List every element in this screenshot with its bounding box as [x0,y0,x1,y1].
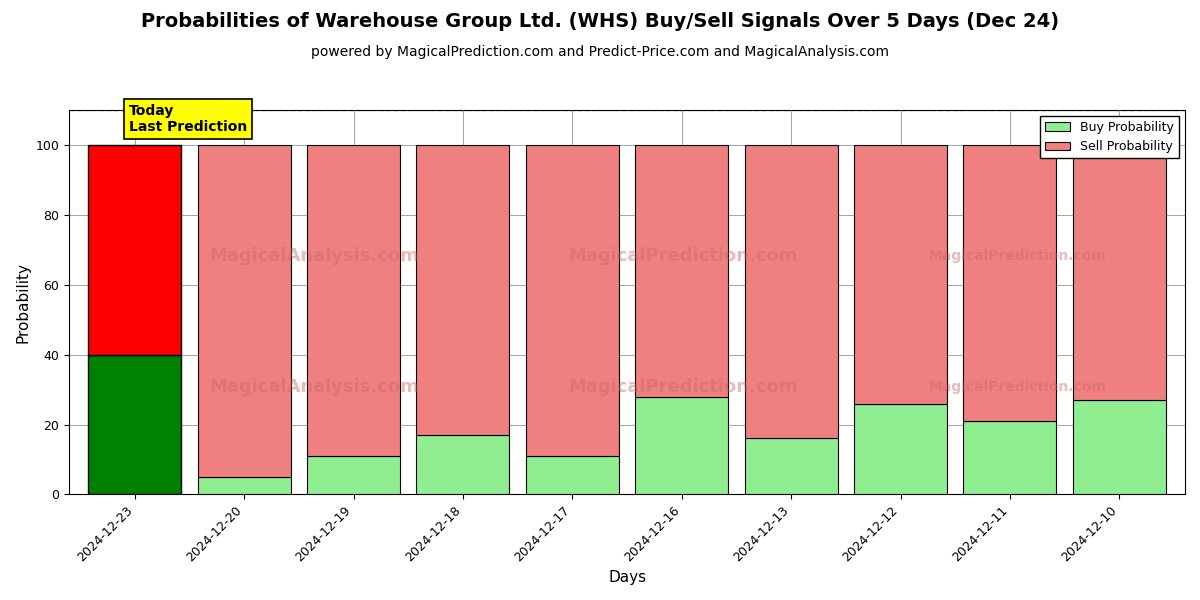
Bar [964,421,1056,494]
Bar [635,145,728,397]
Bar [89,355,181,494]
Bar [416,145,510,435]
Bar [854,404,947,494]
Bar [416,435,510,494]
Y-axis label: Probability: Probability [16,262,30,343]
Text: MagicalPrediction.com: MagicalPrediction.com [929,249,1106,263]
Text: Probabilities of Warehouse Group Ltd. (WHS) Buy/Sell Signals Over 5 Days (Dec 24: Probabilities of Warehouse Group Ltd. (W… [140,12,1060,31]
Bar [635,397,728,494]
Text: MagicalAnalysis.com: MagicalAnalysis.com [210,378,420,396]
Text: Today
Last Prediction: Today Last Prediction [130,104,247,134]
Bar [307,145,400,456]
Text: MagicalPrediction.com: MagicalPrediction.com [568,378,798,396]
Bar [745,439,838,494]
Text: MagicalPrediction.com: MagicalPrediction.com [568,247,798,265]
Bar [854,145,947,404]
Bar [198,145,290,477]
Bar [526,145,619,456]
Text: MagicalAnalysis.com: MagicalAnalysis.com [210,247,420,265]
Text: powered by MagicalPrediction.com and Predict-Price.com and MagicalAnalysis.com: powered by MagicalPrediction.com and Pre… [311,45,889,59]
Bar [198,477,290,494]
Bar [1073,400,1166,494]
Bar [964,145,1056,421]
Bar [526,456,619,494]
Bar [745,145,838,439]
Bar [307,456,400,494]
Legend: Buy Probability, Sell Probability: Buy Probability, Sell Probability [1040,116,1178,158]
X-axis label: Days: Days [608,570,646,585]
Text: MagicalPrediction.com: MagicalPrediction.com [929,380,1106,394]
Bar [1073,145,1166,400]
Bar [89,145,181,355]
